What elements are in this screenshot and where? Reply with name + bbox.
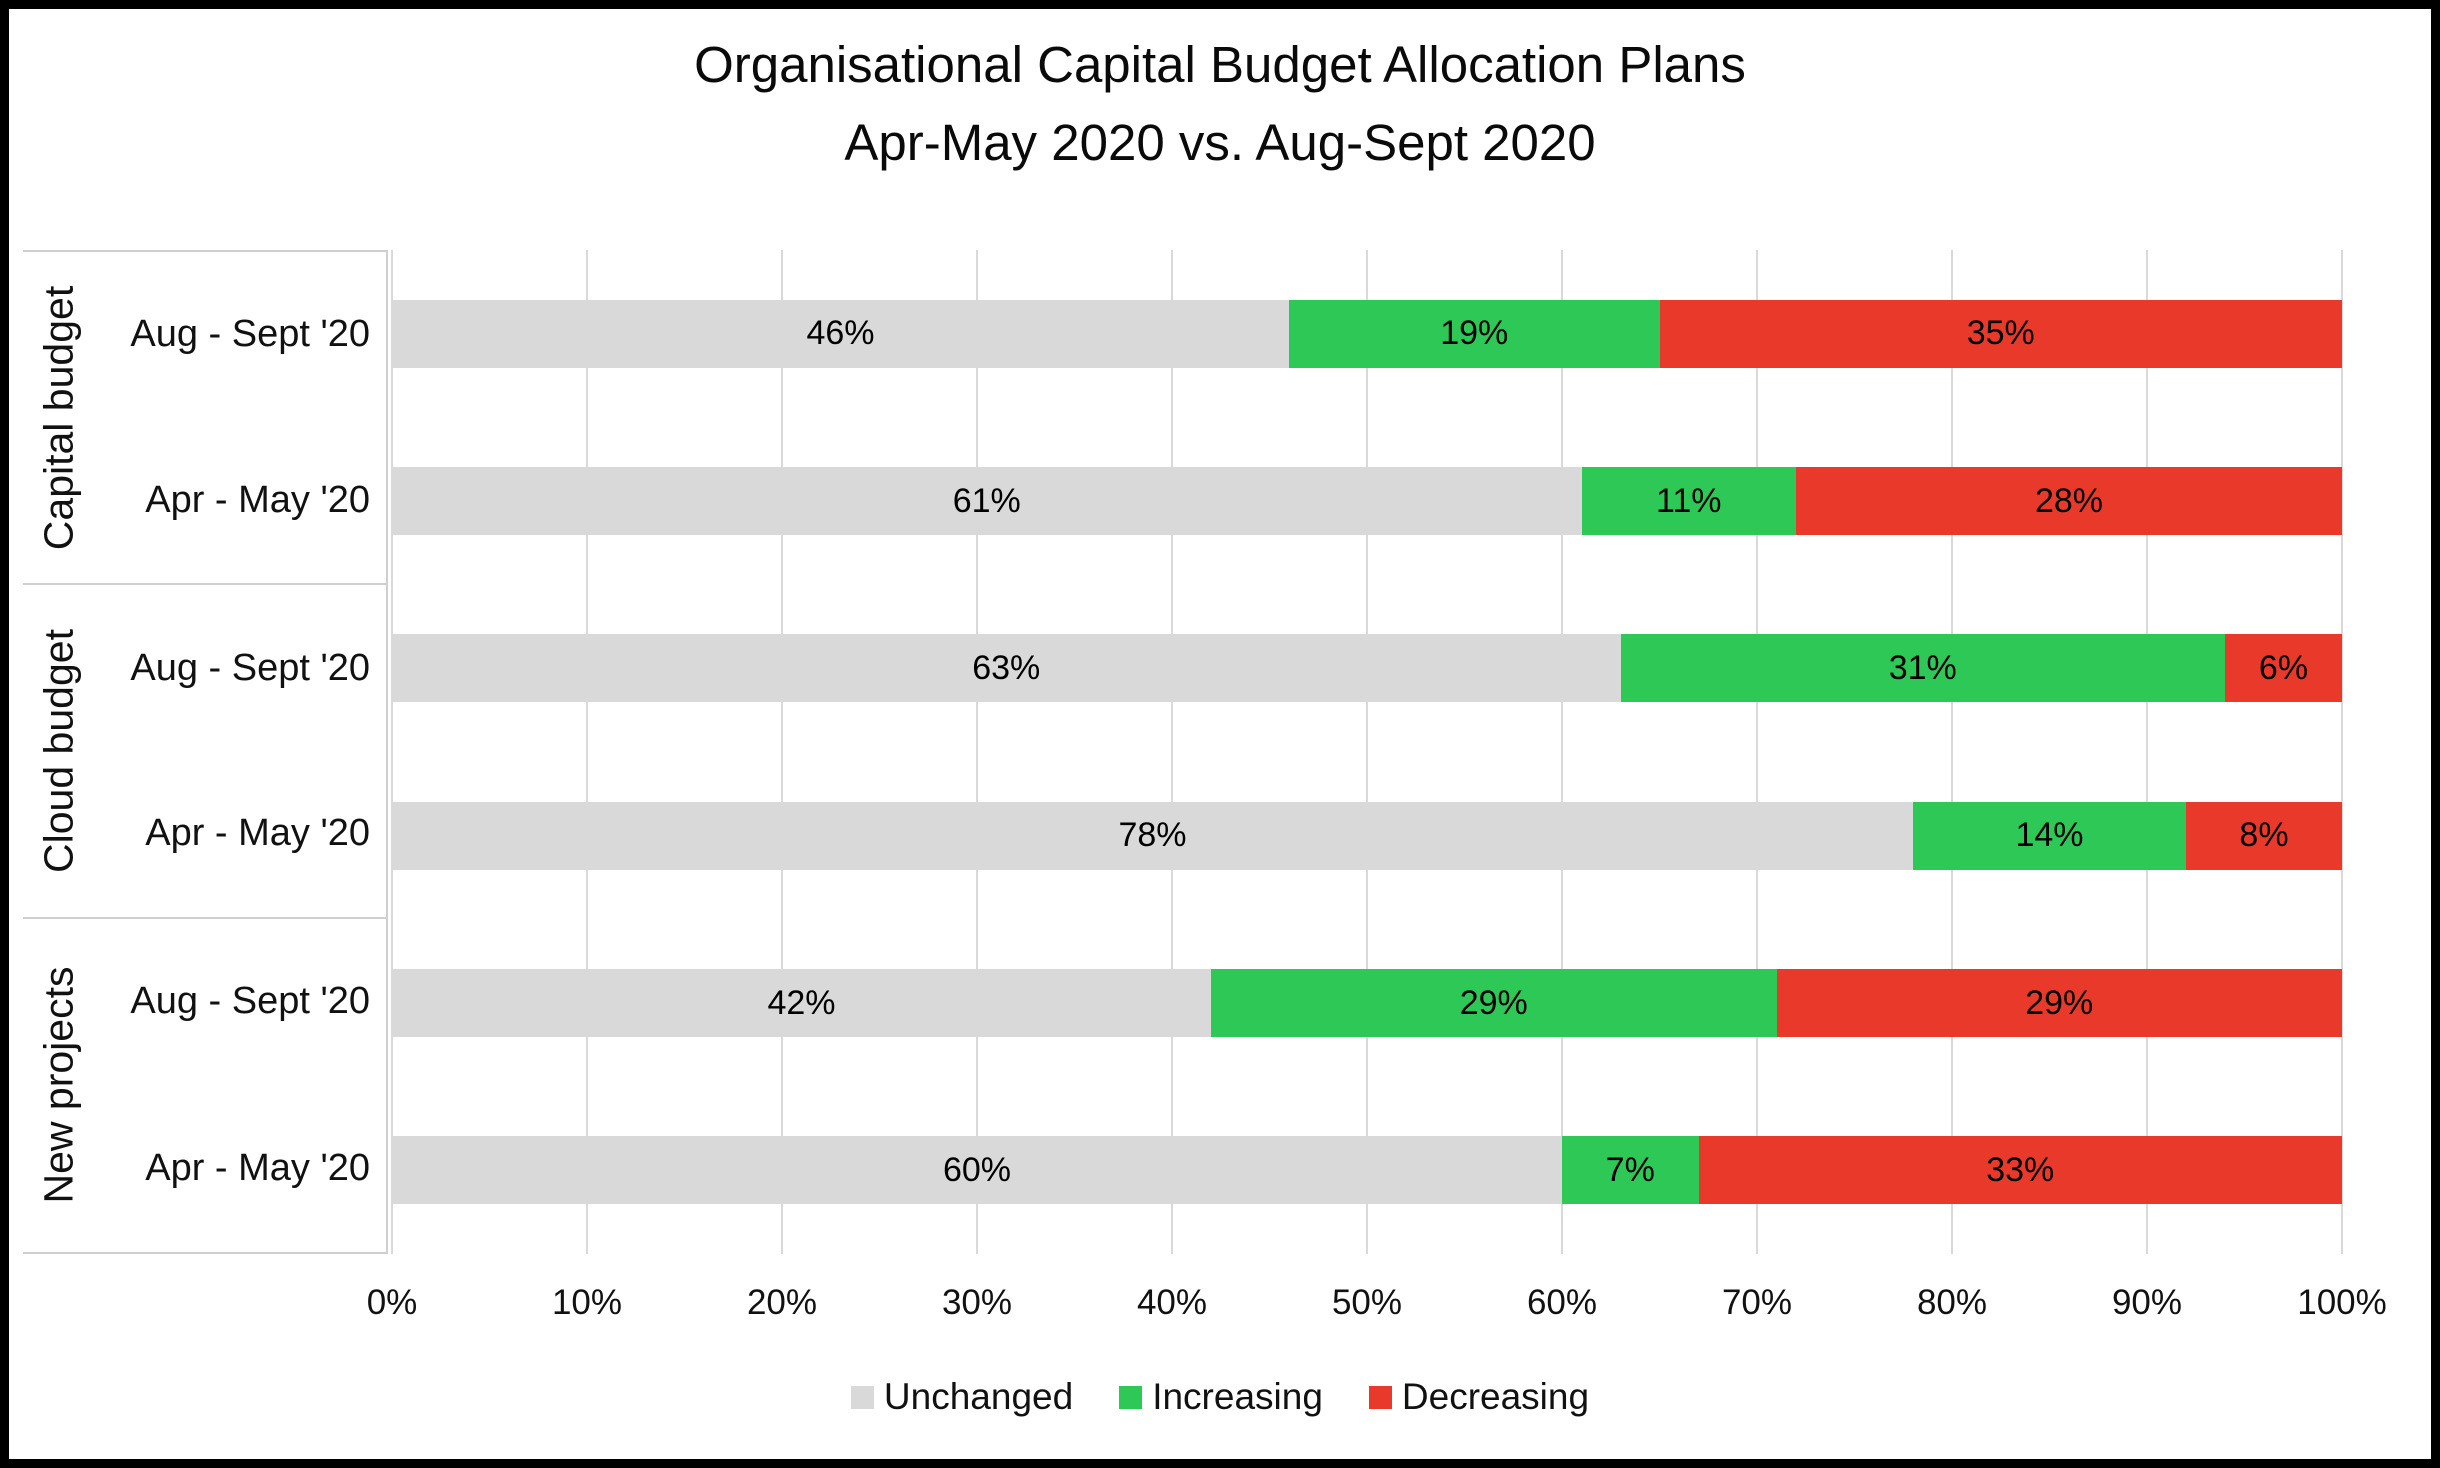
gridline (1366, 250, 1368, 1254)
category-group: New projects Aug - Sept '20 Apr - May '20 (23, 919, 386, 1252)
chart-title-line1: Organisational Capital Budget Allocation… (694, 36, 1746, 93)
segment-value-label: 8% (2239, 816, 2289, 855)
x-axis: 0% 10% 20% 30% 40% 50% 60% 70% 80% 90% 100% (0, 1283, 2440, 1331)
segment-value-label: 78% (1118, 816, 1187, 855)
bar-row: 42% 29% 29% (392, 969, 2342, 1037)
category-group: Capital budget Aug - Sept '20 Apr - May '2… (23, 252, 386, 586)
x-axis-tick-label: 80% (1916, 1283, 1988, 1322)
legend-swatch-unchanged (850, 1385, 874, 1409)
gridline (2146, 250, 2148, 1254)
bar-segment-unchanged: 46% (392, 299, 1289, 368)
gridline (391, 250, 393, 1254)
x-axis-tick-label: 0% (366, 1283, 418, 1322)
category-label: New projects (35, 966, 82, 1204)
bar-row: 61% 11% 28% (392, 467, 2342, 535)
category-group: Cloud budget Aug - Sept '20 Apr - May '20 (23, 585, 386, 919)
legend-item: Unchanged (850, 1376, 1074, 1418)
period-label: Aug - Sept '20 (130, 313, 370, 356)
bar-segment-decreasing: 33% (1698, 1136, 2342, 1205)
legend-swatch-increasing (1119, 1385, 1143, 1409)
gridline (781, 250, 783, 1254)
bar-row: 63% 31% 6% (392, 634, 2342, 703)
gridline (2341, 250, 2343, 1254)
segment-value-label: 28% (2034, 481, 2104, 520)
period-label-column: Aug - Sept '20 Apr - May '20 (103, 919, 386, 1252)
bar-row: 78% 14% 8% (392, 801, 2342, 870)
x-axis-tick-label: 40% (1136, 1283, 1208, 1322)
segment-value-label: 63% (972, 648, 1041, 687)
gridline (1561, 250, 1563, 1254)
gridline (1951, 250, 1953, 1254)
segment-value-label: 31% (1888, 648, 1957, 687)
period-label: Aug - Sept '20 (130, 980, 370, 1023)
legend-label: Decreasing (1401, 1376, 1590, 1417)
legend-swatch-decreasing (1368, 1385, 1392, 1409)
segment-value-label: 29% (1459, 983, 1528, 1022)
period-label: Apr - May '20 (145, 479, 370, 521)
legend-label: Unchanged (883, 1376, 1074, 1417)
x-axis-tick-label: 30% (941, 1283, 1013, 1322)
gridline (586, 250, 588, 1254)
bar-segment-unchanged: 63% (392, 634, 1621, 703)
category-label: Cloud budget (35, 629, 82, 873)
legend-label: Increasing (1152, 1376, 1323, 1417)
segment-value-label: 7% (1605, 1150, 1655, 1189)
legend: Unchanged Increasing Decreasing (0, 1376, 2440, 1418)
bar-segment-increasing: 29% (1211, 969, 1777, 1037)
bar-segment-increasing: 19% (1289, 299, 1660, 368)
bar-segment-increasing: 7% (1562, 1136, 1699, 1205)
legend-item: Decreasing (1368, 1376, 1590, 1418)
x-axis-tick-label: 10% (551, 1283, 623, 1322)
bar-segment-unchanged: 61% (392, 467, 1582, 535)
segment-value-label: 29% (2025, 983, 2094, 1022)
bar-segment-decreasing: 35% (1659, 299, 2342, 368)
x-axis-tick-label: 90% (2111, 1283, 2183, 1322)
segment-value-label: 11% (1655, 481, 1722, 520)
x-axis-tick-label: 100% (2297, 1283, 2387, 1322)
bar-segment-increasing: 14% (1913, 801, 2186, 870)
bar-segment-decreasing: 28% (1796, 467, 2342, 535)
chart-title: Organisational Capital Budget Allocation… (0, 26, 2440, 182)
period-label-column: Aug - Sept '20 Apr - May '20 (103, 585, 386, 916)
period-label: Apr - May '20 (145, 1147, 370, 1190)
plot-area: 46% 19% 35% 61% 11% 28% 63% 31% 6% 78% 14% 8% 42% 29%… (391, 250, 2343, 1254)
segment-value-label: 14% (2015, 816, 2084, 855)
bar-segment-decreasing: 6% (2225, 634, 2342, 703)
segment-value-label: 33% (1986, 1150, 2055, 1189)
segment-value-label: 46% (806, 314, 875, 353)
period-label: Aug - Sept '20 (130, 646, 370, 689)
bar-segment-increasing: 11% (1581, 467, 1796, 535)
category-axis: Capital budget Aug - Sept '20 Apr - May '2… (23, 250, 388, 1254)
bar-segment-unchanged: 78% (392, 801, 1913, 870)
legend-item: Increasing (1119, 1376, 1323, 1418)
period-label: Apr - May '20 (145, 812, 370, 855)
segment-value-label: 42% (767, 983, 836, 1022)
x-axis-tick-label: 60% (1526, 1283, 1598, 1322)
x-axis-tick-label: 20% (746, 1283, 818, 1322)
x-axis-tick-label: 50% (1331, 1283, 1403, 1322)
segment-value-label: 6% (2258, 648, 2309, 687)
bar-segment-decreasing: 29% (1776, 969, 2342, 1037)
chart-title-line2: Apr-May 2020 vs. Aug-Sept 2020 (844, 114, 1596, 171)
gridline (1171, 250, 1173, 1254)
bar-row: 46% 19% 35% (392, 299, 2342, 368)
segment-value-label: 61% (952, 481, 1021, 520)
bar-segment-decreasing: 8% (2186, 801, 2342, 870)
segment-value-label: 60% (942, 1150, 1012, 1189)
x-axis-tick-label: 70% (1721, 1283, 1793, 1322)
bar-segment-increasing: 31% (1620, 634, 2225, 703)
period-label-column: Aug - Sept '20 Apr - May '20 (103, 252, 386, 583)
segment-value-label: 19% (1440, 314, 1509, 353)
category-label: Capital budget (35, 285, 82, 550)
gridline (976, 250, 978, 1254)
gridline (1756, 250, 1758, 1254)
bar-segment-unchanged: 60% (392, 1136, 1562, 1205)
segment-value-label: 35% (1966, 314, 2035, 353)
bar-row: 60% 7% 33% (392, 1136, 2342, 1205)
bar-segment-unchanged: 42% (392, 969, 1211, 1037)
